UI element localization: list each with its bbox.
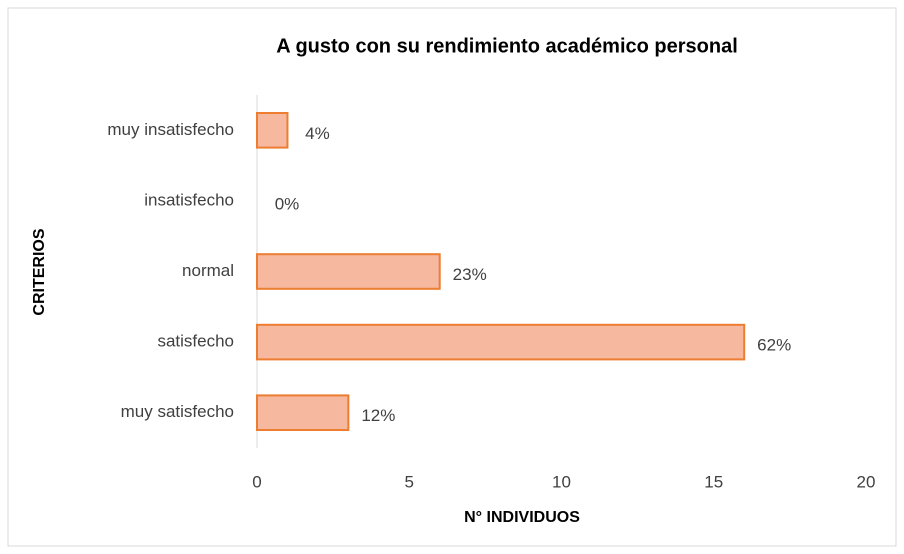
bar — [256, 112, 289, 149]
y-tick-label: muy insatisfecho — [107, 120, 234, 139]
data-label: 4% — [305, 124, 330, 143]
y-tick-label: insatisfecho — [144, 190, 234, 209]
x-tick-label: 0 — [252, 472, 261, 491]
x-tick-label: 10 — [552, 472, 571, 491]
y-tick-label: satisfecho — [157, 332, 234, 351]
y-tick-label: muy satisfecho — [121, 402, 234, 421]
data-label: 0% — [275, 194, 300, 213]
chart-border — [7, 7, 897, 547]
bar — [256, 253, 441, 290]
data-label: 12% — [361, 406, 395, 425]
data-label: 62% — [757, 336, 791, 355]
x-tick-label: 15 — [704, 472, 723, 491]
data-label: 23% — [453, 265, 487, 284]
bar — [256, 394, 350, 431]
x-tick-label: 5 — [405, 472, 414, 491]
y-tick-label: normal — [182, 261, 234, 280]
bar — [256, 323, 746, 361]
y-axis-title: CRITERIOS — [31, 228, 48, 315]
x-tick-label: 20 — [857, 472, 876, 491]
chart-title: A gusto con su rendimiento académico per… — [276, 35, 738, 57]
x-axis-title: N° INDIVIDUOS — [464, 509, 580, 526]
